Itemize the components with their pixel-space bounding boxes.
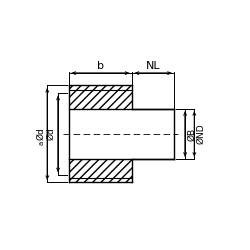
Text: Ød: Ød: [47, 128, 56, 140]
Bar: [69, 90, 132, 108]
Text: ØB: ØB: [188, 128, 196, 140]
Text: a: a: [39, 141, 45, 145]
Bar: [69, 178, 132, 182]
Text: NL: NL: [146, 61, 160, 71]
Bar: [69, 86, 132, 90]
Bar: [69, 90, 132, 178]
Bar: [69, 159, 132, 178]
Text: b: b: [97, 61, 104, 71]
Text: Ød: Ød: [36, 128, 45, 140]
Text: ØND: ØND: [197, 124, 206, 144]
Bar: [69, 108, 174, 159]
Bar: [132, 108, 174, 159]
